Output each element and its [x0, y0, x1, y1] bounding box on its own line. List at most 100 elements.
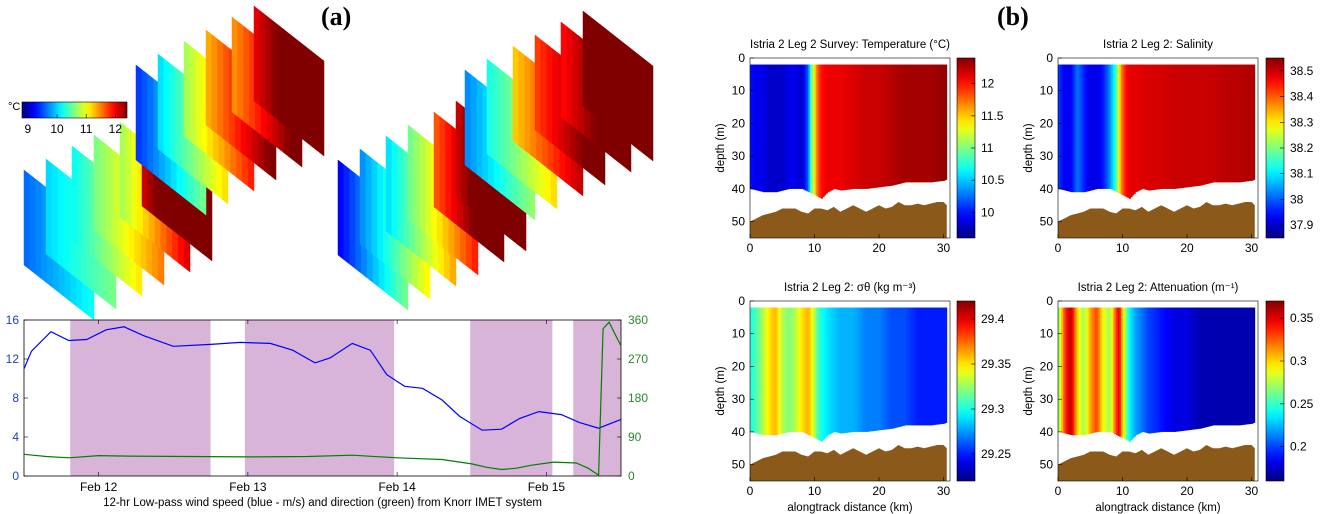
colorbar-tick-label: 29.25 [981, 447, 1011, 461]
heatmap-column [1151, 307, 1154, 434]
heatmap-column [845, 64, 848, 190]
heatmap-column [929, 64, 932, 183]
heatmap-y-label: depth (m) [1023, 123, 1035, 172]
heatmap-column [782, 307, 785, 434]
section-strip [282, 28, 290, 130]
heatmap-column [1096, 307, 1099, 432]
heatmap-column [945, 64, 948, 180]
x-tick-label: 0 [747, 241, 754, 255]
heatmap-column [754, 307, 757, 434]
heatmap-column [882, 307, 885, 430]
section-strip [518, 50, 525, 151]
heatmap-column [1241, 64, 1244, 182]
heatmap-column [1069, 64, 1072, 192]
heatmap-column [850, 64, 853, 190]
heatmap-column [783, 307, 786, 434]
section-strip [524, 54, 531, 156]
heatmap-column [1095, 307, 1098, 433]
heatmap-column [877, 64, 880, 188]
heatmap-column [870, 64, 873, 189]
heatmap-column [861, 64, 864, 189]
section-strip [486, 58, 494, 160]
heatmap-column [793, 307, 796, 432]
section-strip [259, 10, 266, 111]
heatmap-column [1099, 64, 1102, 189]
y-tick-label: 40 [732, 182, 746, 196]
section-strip [111, 148, 118, 249]
heatmap-column [1138, 307, 1141, 434]
y-tick-label: 0 [738, 51, 745, 65]
heatmap-column [940, 307, 943, 425]
heatmap-column [824, 64, 827, 196]
heatmap-column [1066, 64, 1069, 191]
heatmap-column [835, 64, 838, 190]
heatmap-column [1124, 64, 1127, 197]
heatmap-column [938, 307, 941, 425]
heatmap-column [1232, 307, 1235, 426]
section-strip [439, 116, 446, 217]
section-strip [600, 24, 607, 125]
heatmap-column [845, 307, 848, 433]
heatmap-column [1219, 64, 1222, 183]
heatmap-column [758, 307, 761, 434]
heatmap-column [1222, 307, 1225, 426]
heatmap-column [801, 64, 804, 189]
heatmap-column [1177, 307, 1180, 432]
colorbar-tick-label: 10.5 [981, 173, 1005, 187]
section-strip [23, 169, 31, 271]
heatmap-column [1220, 307, 1223, 426]
heatmap-column [1169, 307, 1172, 432]
heatmap-column [764, 64, 767, 193]
heatmap-column [1248, 64, 1251, 182]
heatmap-column [917, 307, 920, 426]
x-tick-label: Feb 15 [528, 480, 566, 494]
heatmap-column [916, 307, 919, 426]
heatmap-column [1156, 307, 1159, 433]
heatmap-column [1238, 64, 1241, 183]
seabed [1058, 445, 1255, 481]
heatmap-column [1078, 307, 1081, 436]
heatmap-column [853, 307, 856, 432]
heatmap-frame [749, 57, 951, 239]
heatmap-column [1196, 64, 1199, 187]
heatmap-column [1116, 307, 1119, 436]
heatmap-column [1141, 307, 1144, 432]
heatmap-column [756, 307, 759, 434]
heatmap-column [782, 64, 785, 191]
heatmap-column [869, 64, 872, 189]
section-strip [231, 16, 239, 118]
heatmap-column [817, 64, 820, 198]
heatmap-column [812, 64, 815, 195]
heatmap-column [819, 64, 822, 198]
heatmap-column [1070, 64, 1073, 193]
heatmap-column [1143, 64, 1146, 190]
heatmap-column [943, 64, 946, 181]
heatmap-column [820, 64, 823, 199]
section-strip [646, 60, 654, 162]
colorbar-tick-label: 38.4 [1290, 90, 1314, 104]
heatmap-column [1133, 64, 1136, 194]
heatmap-column [1095, 64, 1098, 190]
section-strip [237, 21, 244, 122]
heatmap-column [819, 307, 822, 441]
heatmap-column [1153, 64, 1156, 190]
section-strip [617, 37, 625, 139]
heatmap-column [1146, 307, 1149, 434]
section-strip [623, 42, 630, 144]
section-strip [552, 48, 559, 149]
heatmap-column [904, 64, 907, 183]
colorbar-3d-tick-label: 11 [80, 122, 93, 136]
section-strip [45, 158, 53, 260]
heatmap-column [887, 307, 890, 430]
heatmap-column [866, 307, 869, 432]
section-strip [540, 39, 547, 140]
section-strip [147, 73, 154, 175]
heatmap-column [841, 64, 844, 191]
heatmap-column [943, 307, 946, 424]
heatmap-column [848, 307, 851, 433]
heatmap-column [932, 64, 935, 183]
heatmap-column [769, 64, 772, 193]
heatmap-column [766, 307, 769, 436]
section-strip [512, 45, 520, 147]
heatmap-column [835, 307, 838, 433]
